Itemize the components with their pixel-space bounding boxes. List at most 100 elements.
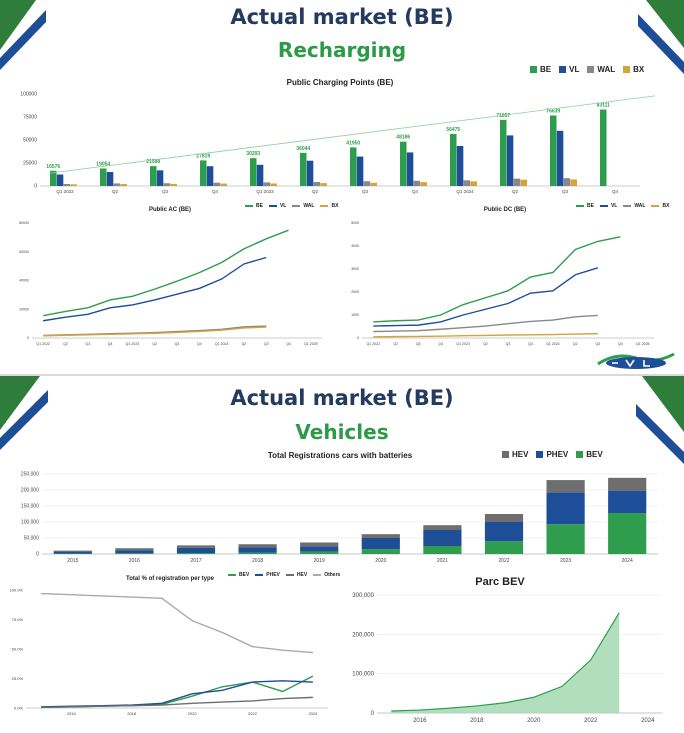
legend-label-pct-phev: PHEV <box>266 572 280 578</box>
stacked-bar-hev <box>115 548 154 551</box>
charging-points-xtick-label: Q2 <box>312 189 319 194</box>
parc-bev-ytick-label: 100,000 <box>352 672 374 678</box>
pct-registration-line-phev <box>41 680 313 708</box>
registrations-ytick-label: 100,000 <box>21 520 39 526</box>
public-dc-xtick-label: Q4 <box>438 342 443 346</box>
charging-points-xtick-label: Q1 2022 <box>56 189 74 194</box>
registrations-xtick-label: 2016 <box>129 558 140 564</box>
bar-vl <box>456 145 464 186</box>
registrations-xtick-label: 2018 <box>252 558 263 564</box>
charging-points-ytick-label: 0 <box>34 184 37 190</box>
public-ac-line-be <box>43 229 289 317</box>
stacked-bar-hev <box>176 545 216 548</box>
public-ac-ytick-label: 60000 <box>19 250 29 254</box>
bar-be <box>600 109 607 186</box>
public-ac-xtick-label: Q4 <box>108 342 113 346</box>
charging-points-xtick-label: Q1 2023 <box>256 189 274 194</box>
registrations-xtick-label: 2021 <box>437 558 448 564</box>
legend-public-ac: BE VL WAL BX <box>245 203 338 209</box>
stacked-bar-hev <box>300 542 339 547</box>
stacked-bar-bev <box>608 513 647 554</box>
bar-bx <box>220 183 227 186</box>
registrations-ytick-label: 150,000 <box>21 504 39 510</box>
pct-registration-xtick-label: 2020 <box>188 711 198 716</box>
legend-label-dc-be: BE <box>587 203 594 209</box>
bar-be <box>550 115 557 186</box>
bar-be <box>50 170 57 186</box>
legend-label-pct-hev: HEV <box>296 572 308 578</box>
public-ac-xtick-label: Q2 <box>152 342 157 346</box>
bar-vl <box>156 170 164 186</box>
bar-vl <box>56 174 64 186</box>
stacked-bar-bev <box>484 541 524 554</box>
stacked-bar-hev <box>546 480 585 493</box>
stacked-bar-phev <box>300 546 339 552</box>
parc-bev-area <box>391 612 620 713</box>
public-dc-xtick-label: Q4 <box>528 342 533 346</box>
data-label-be: 76639 <box>546 108 560 114</box>
bar-bx <box>420 182 427 186</box>
registrations-xtick-label: 2017 <box>190 558 201 564</box>
stacked-bar-hev <box>484 514 524 522</box>
public-ac-xtick-label: Q4 <box>286 342 291 346</box>
bar-vl <box>306 160 314 186</box>
chart-total-registrations: 0 50,000 100,000 150,000 200,000 250,000 2015 2… <box>21 472 658 564</box>
bar-bx <box>320 183 327 186</box>
data-label-be: 41950 <box>346 140 360 146</box>
legend-pct-registration: BEV PHEV HEV Others <box>228 572 340 578</box>
legend-label-dc-bx: BX <box>662 203 670 209</box>
stacked-bar-bev <box>238 552 277 554</box>
parc-bev-ytick-label: 0 <box>371 711 375 717</box>
chart-title-charging-points: Public Charging Points (BE) <box>286 78 394 87</box>
charging-points-xtick-label: Q4 <box>412 189 419 194</box>
slide2-decor <box>0 376 684 464</box>
public-dc-xtick-label: Q4 <box>618 342 623 346</box>
evb-logo-icon <box>597 352 675 369</box>
registrations-xtick-label: 2024 <box>622 558 633 564</box>
bar-vl <box>506 135 514 186</box>
chart-title-pct-registration: Total % of registration per type <box>126 576 214 582</box>
bar-vl <box>556 130 564 186</box>
public-dc-xtick-label: Q3 <box>506 342 511 346</box>
public-ac-line-vl <box>43 256 267 322</box>
stacked-bar-bev <box>361 549 400 554</box>
parc-bev-line <box>391 612 620 712</box>
bar-wal <box>463 180 471 186</box>
legend-swatch-pct-phev <box>255 574 264 576</box>
stacked-bar-bev <box>115 553 154 554</box>
stacked-bar-phev <box>53 551 92 554</box>
registrations-ytick-label: 250,000 <box>21 472 39 478</box>
stacked-bar-phev <box>423 530 462 546</box>
public-dc-line-be <box>373 236 621 323</box>
public-ac-ytick-label: 40000 <box>19 279 29 283</box>
public-ac-ytick-label: 20000 <box>19 307 29 311</box>
legend-total-registrations: HEV PHEV BEV <box>502 450 603 459</box>
public-dc-xtick-label: Q2 <box>573 342 578 346</box>
pct-registration-ytick-label: 0.0% <box>14 705 24 710</box>
legend-swatch-bev <box>576 451 584 458</box>
legend-label-phev: PHEV <box>546 450 569 459</box>
public-dc-ytick-label: 5000 <box>351 221 359 225</box>
bar-wal <box>263 182 271 186</box>
chart-title-public-dc: Public DC (BE) <box>483 207 527 213</box>
pct-registration-xtick-label: 2018 <box>127 711 137 716</box>
slide2-title: Actual market (BE) <box>230 386 454 410</box>
registrations-xtick-label: 2022 <box>498 558 509 564</box>
data-label-be: 16576 <box>46 164 60 170</box>
stacked-bar-hev <box>361 534 400 538</box>
parc-bev-xtick-label: 2018 <box>470 718 484 724</box>
bar-vl <box>256 164 264 186</box>
pct-registration-ytick-label: 100.0% <box>9 587 23 592</box>
slide1-decor <box>0 0 684 74</box>
public-dc-line-bx <box>373 332 598 338</box>
parc-bev-xtick-label: 2020 <box>527 718 541 724</box>
bar-bx <box>370 182 377 186</box>
slide1-subtitle: Recharging <box>277 38 407 62</box>
slide1-title: Actual market (BE) <box>230 5 454 29</box>
charging-points-ytick-label: 100000 <box>20 92 37 98</box>
charging-points-xtick-label: Q3 <box>162 189 169 194</box>
stacked-bar-bev <box>423 546 462 554</box>
pct-registration-line-others <box>41 592 313 654</box>
registrations-xtick-label: 2019 <box>314 558 325 564</box>
trendline <box>49 95 656 174</box>
